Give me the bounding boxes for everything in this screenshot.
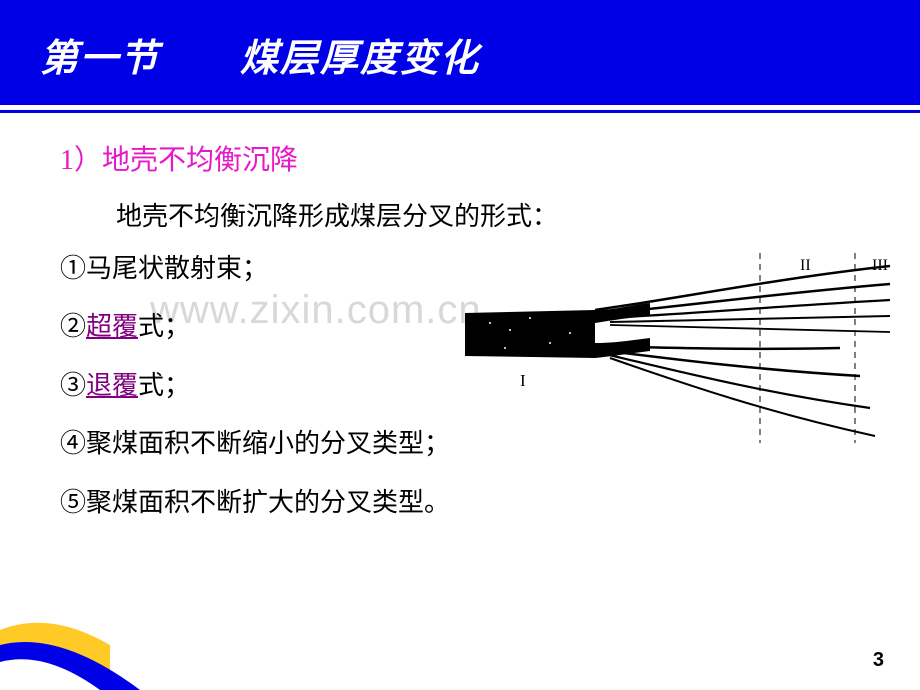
item-text: 式； bbox=[138, 312, 190, 341]
list-item: ⑤聚煤面积不断扩大的分叉类型。 bbox=[60, 485, 860, 521]
list-item: ②超覆式； bbox=[60, 309, 860, 345]
item-prefix: ① bbox=[60, 254, 86, 283]
diagram-label: III bbox=[872, 257, 888, 274]
item-text: 马尾状散射束； bbox=[86, 254, 268, 283]
item-text: 式； bbox=[138, 371, 190, 400]
slide-content: 1）地壳不均衡沉降 地壳不均衡沉降形成煤层分叉的形式： ①马尾状散射束； ②超覆… bbox=[0, 108, 920, 563]
item-text: 聚煤面积不断扩大的分叉类型。 bbox=[86, 488, 450, 517]
section-subtitle: 1）地壳不均衡沉降 bbox=[60, 138, 860, 178]
intro-text: 地壳不均衡沉降形成煤层分叉的形式： bbox=[116, 196, 860, 233]
corner-decoration bbox=[0, 590, 200, 690]
list-item: ③退覆式； bbox=[60, 368, 860, 404]
item-prefix: ⑤ bbox=[60, 488, 86, 517]
item-link[interactable]: 超覆 bbox=[86, 312, 138, 341]
list-item: ④聚煤面积不断缩小的分叉类型； bbox=[60, 426, 860, 462]
item-text: 聚煤面积不断缩小的分叉类型； bbox=[86, 429, 450, 458]
item-prefix: ② bbox=[60, 312, 86, 341]
list-item: ①马尾状散射束； bbox=[60, 251, 860, 287]
page-number: 3 bbox=[873, 649, 884, 672]
slide-header: 第一节 煤层厚度变化 bbox=[0, 0, 920, 108]
item-prefix: ③ bbox=[60, 371, 86, 400]
slide-title: 第一节 煤层厚度变化 bbox=[40, 27, 480, 82]
item-link[interactable]: 退覆 bbox=[86, 371, 138, 400]
item-prefix: ④ bbox=[60, 429, 86, 458]
